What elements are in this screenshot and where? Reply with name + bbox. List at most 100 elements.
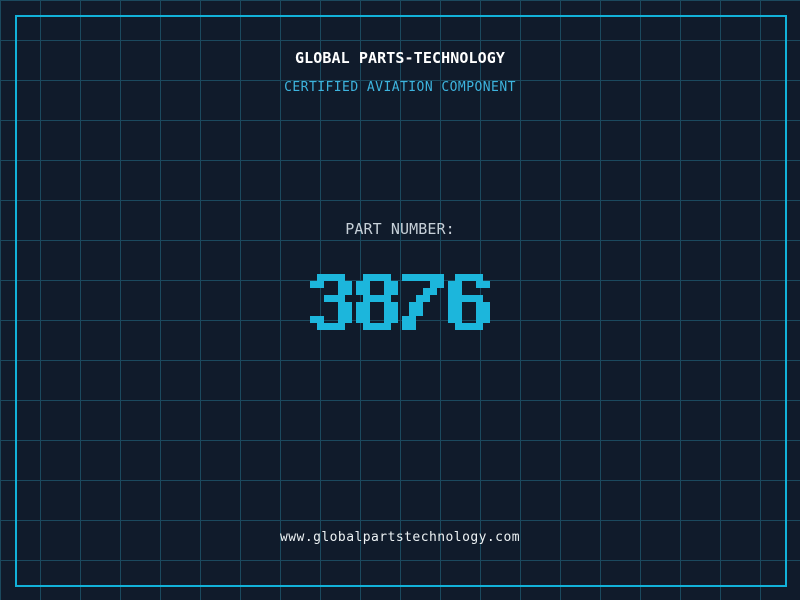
digit-glyph bbox=[310, 274, 352, 330]
digit-pixel bbox=[455, 295, 462, 302]
digit-pixel bbox=[409, 316, 416, 323]
digit-pixel bbox=[476, 316, 483, 323]
digit-pixel bbox=[402, 274, 409, 281]
certification-subtitle: CERTIFIED AVIATION COMPONENT bbox=[284, 80, 516, 95]
digit-pixel bbox=[455, 281, 462, 288]
digit-pixel bbox=[430, 281, 437, 288]
digit-pixel bbox=[455, 316, 462, 323]
part-number-label: PART NUMBER: bbox=[345, 220, 455, 238]
digit-pixel bbox=[455, 274, 462, 281]
digit-pixel bbox=[345, 316, 352, 323]
digit-pixel bbox=[391, 309, 398, 316]
digit-pixel bbox=[476, 274, 483, 281]
digit-pixel bbox=[423, 295, 430, 302]
digit-pixel bbox=[437, 281, 444, 288]
digit-pixel bbox=[455, 323, 462, 330]
digit-pixel bbox=[430, 288, 437, 295]
digit-pixel bbox=[338, 302, 345, 309]
digit-pixel bbox=[483, 281, 490, 288]
digit-pixel bbox=[469, 323, 476, 330]
digit-pixel bbox=[409, 309, 416, 316]
digit-pixel bbox=[356, 302, 363, 309]
digit-pixel bbox=[363, 288, 370, 295]
digit-pixel bbox=[338, 274, 345, 281]
digit-pixel bbox=[331, 295, 338, 302]
digit-pixel bbox=[384, 316, 391, 323]
digit-pixel bbox=[338, 281, 345, 288]
website-url: www.globalpartstechnology.com bbox=[279, 530, 521, 545]
digit-pixel bbox=[345, 288, 352, 295]
digit-pixel bbox=[483, 302, 490, 309]
digit-pixel bbox=[370, 274, 377, 281]
digit-glyph bbox=[448, 274, 490, 330]
digit-pixel bbox=[402, 323, 409, 330]
digit-pixel bbox=[409, 274, 416, 281]
digit-pixel bbox=[370, 323, 377, 330]
digit-pixel bbox=[462, 323, 469, 330]
digit-pixel bbox=[391, 302, 398, 309]
digit-pixel bbox=[437, 274, 444, 281]
digit-pixel bbox=[448, 302, 455, 309]
digit-pixel bbox=[476, 281, 483, 288]
digit-pixel bbox=[423, 288, 430, 295]
digit-pixel bbox=[409, 302, 416, 309]
digit-pixel bbox=[363, 323, 370, 330]
digit-pixel bbox=[363, 316, 370, 323]
digit-pixel bbox=[370, 295, 377, 302]
company-title: GLOBAL PARTS-TECHNOLOGY bbox=[294, 49, 505, 67]
part-number-display bbox=[0, 274, 800, 330]
digit-pixel bbox=[331, 323, 338, 330]
digit-pixel bbox=[338, 288, 345, 295]
digit-pixel bbox=[356, 281, 363, 288]
digit-pixel bbox=[483, 316, 490, 323]
digit-pixel bbox=[384, 302, 391, 309]
digit-glyph bbox=[356, 274, 398, 330]
digit-pixel bbox=[430, 274, 437, 281]
digit-pixel bbox=[377, 323, 384, 330]
digit-pixel bbox=[377, 274, 384, 281]
digit-pixel bbox=[416, 274, 423, 281]
digit-pixel bbox=[476, 295, 483, 302]
digit-pixel bbox=[476, 309, 483, 316]
digit-pixel bbox=[391, 281, 398, 288]
digit-pixel bbox=[338, 323, 345, 330]
digit-pixel bbox=[416, 295, 423, 302]
digit-pixel bbox=[391, 316, 398, 323]
digit-pixel bbox=[317, 316, 324, 323]
digit-pixel bbox=[324, 323, 331, 330]
digit-pixel bbox=[469, 274, 476, 281]
digit-pixel bbox=[363, 274, 370, 281]
digit-pixel bbox=[310, 281, 317, 288]
digit-pixel bbox=[384, 309, 391, 316]
digit-pixel bbox=[356, 288, 363, 295]
digit-pixel bbox=[462, 274, 469, 281]
digit-pixel bbox=[476, 323, 483, 330]
digit-pixel bbox=[448, 295, 455, 302]
digit-pixel bbox=[409, 323, 416, 330]
digit-pixel bbox=[384, 323, 391, 330]
digit-pixel bbox=[324, 295, 331, 302]
digit-pixel bbox=[455, 302, 462, 309]
digit-pixel bbox=[363, 302, 370, 309]
digit-pixel bbox=[483, 309, 490, 316]
digit-pixel bbox=[363, 281, 370, 288]
digit-glyph bbox=[402, 274, 444, 330]
digit-pixel bbox=[310, 316, 317, 323]
digit-pixel bbox=[455, 309, 462, 316]
digit-pixel bbox=[455, 288, 462, 295]
digit-pixel bbox=[402, 316, 409, 323]
digit-pixel bbox=[345, 309, 352, 316]
digit-pixel bbox=[338, 295, 345, 302]
digit-pixel bbox=[338, 309, 345, 316]
digit-pixel bbox=[448, 288, 455, 295]
digit-pixel bbox=[469, 295, 476, 302]
digit-pixel bbox=[384, 295, 391, 302]
digit-pixel bbox=[384, 274, 391, 281]
digit-pixel bbox=[416, 302, 423, 309]
digit-pixel bbox=[391, 288, 398, 295]
digit-pixel bbox=[384, 288, 391, 295]
digit-pixel bbox=[462, 295, 469, 302]
digit-pixel bbox=[476, 302, 483, 309]
digit-pixel bbox=[448, 316, 455, 323]
digit-pixel bbox=[363, 295, 370, 302]
